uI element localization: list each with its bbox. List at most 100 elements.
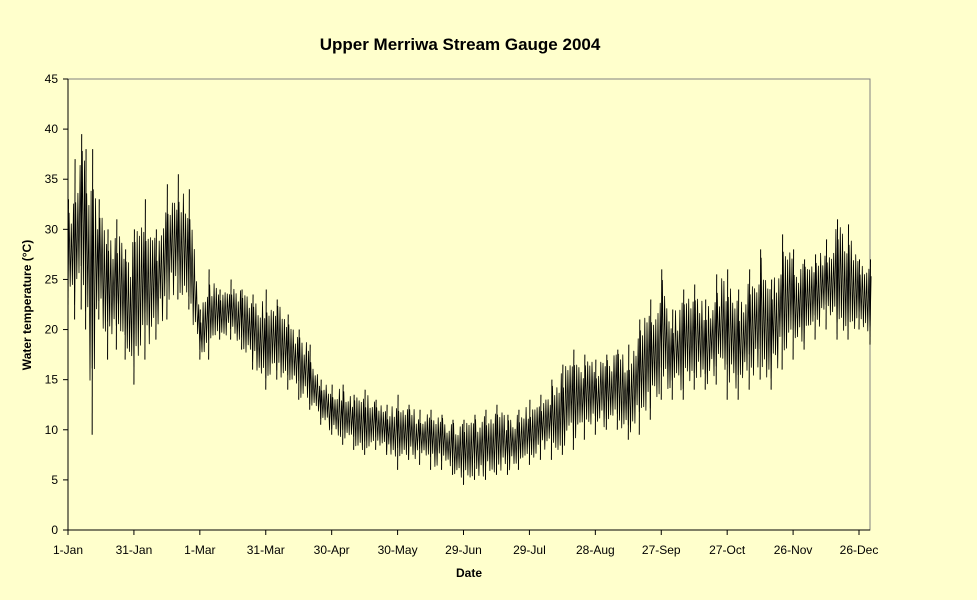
range-spike	[858, 259, 861, 330]
y-tick-label: 35	[45, 172, 59, 186]
range-spike	[353, 394, 355, 450]
range-spike	[80, 134, 83, 310]
range-spike	[320, 379, 322, 425]
x-tick-label: 31-Mar	[247, 543, 285, 557]
x-axis-ticks: 1-Jan 31-Jan 1-Mar 31-Mar 30-Apr 30-May 29-Jun…	[53, 530, 878, 557]
range-spike	[155, 229, 157, 340]
range-spike	[230, 279, 232, 340]
range-spike	[208, 269, 210, 360]
range-spike	[386, 404, 388, 455]
range-spike	[85, 149, 87, 330]
range-spike	[463, 419, 465, 485]
x-axis-label: Date	[456, 566, 482, 580]
series-line	[67, 150, 872, 478]
x-tick-label: 30-May	[378, 543, 418, 557]
range-spike	[616, 349, 619, 430]
range-spike	[430, 409, 432, 470]
range-spike	[298, 329, 300, 400]
range-spike	[98, 199, 100, 320]
range-spike	[241, 289, 243, 350]
range-spike	[419, 409, 421, 465]
series-layer	[67, 134, 872, 485]
chart-title: Upper Merriwa Stream Gauge 2004	[320, 35, 601, 54]
range-spike	[517, 409, 520, 470]
y-tick-label: 30	[45, 222, 59, 236]
range-spike	[188, 189, 190, 310]
range-spike	[660, 269, 663, 400]
range-spike	[847, 224, 850, 340]
y-tick-label: 45	[45, 72, 59, 86]
range-spike	[594, 359, 597, 435]
y-tick-label: 0	[51, 523, 58, 537]
range-spike	[133, 229, 135, 385]
range-spike	[682, 289, 685, 400]
y-axis-ticks: 0 5 10 15 20 25 30 35 40 45	[45, 72, 68, 537]
range-spike	[166, 184, 168, 320]
range-spike	[803, 259, 806, 350]
y-tick-label: 5	[51, 473, 58, 487]
range-spike	[638, 319, 641, 435]
range-spike	[539, 394, 542, 460]
range-spike	[375, 399, 377, 450]
range-spike	[219, 289, 221, 340]
range-spike	[397, 394, 399, 470]
range-spike	[107, 229, 109, 360]
range-spike	[252, 294, 254, 370]
y-tick-label: 20	[45, 323, 59, 337]
range-spike	[836, 219, 839, 340]
x-tick-label: 26-Dec	[840, 543, 879, 557]
range-spike	[484, 409, 487, 480]
range-spike	[649, 299, 652, 420]
x-tick-label: 28-Aug	[576, 543, 615, 557]
range-spike	[506, 414, 509, 475]
range-spike	[671, 309, 674, 400]
range-spike	[770, 279, 773, 390]
range-spike	[627, 344, 630, 440]
range-spike	[309, 344, 311, 410]
range-spike	[561, 364, 564, 455]
range-spike	[473, 414, 476, 480]
range-spike	[124, 249, 127, 360]
range-spike	[364, 389, 366, 455]
range-spike	[572, 349, 575, 450]
y-axis-label: Water temperature (°C)	[20, 240, 34, 370]
range-spike	[605, 354, 608, 430]
x-tick-label: 27-Oct	[709, 543, 746, 557]
range-spike	[331, 384, 333, 435]
range-spike	[115, 219, 118, 350]
range-spike	[759, 249, 762, 380]
range-spike	[74, 159, 76, 320]
range-spike	[276, 299, 278, 380]
range-spike	[199, 309, 201, 360]
range-spike	[781, 234, 784, 370]
x-tick-label: 27-Sep	[642, 543, 681, 557]
range-spike	[495, 404, 498, 475]
range-spike	[814, 254, 817, 340]
range-spike	[737, 289, 740, 400]
x-tick-label: 29-Jun	[445, 543, 482, 557]
y-tick-label: 10	[45, 423, 59, 437]
plot-area	[67, 78, 871, 531]
range-spike	[583, 354, 586, 440]
range-spike	[177, 174, 179, 300]
range-spike	[792, 249, 795, 360]
range-spike	[693, 284, 696, 390]
range-spike	[287, 314, 289, 390]
range-spike	[715, 274, 718, 385]
y-tick-label: 15	[45, 373, 59, 387]
x-tick-label: 26-Nov	[774, 543, 813, 557]
range-spike	[825, 239, 828, 330]
range-spike	[550, 379, 553, 460]
range-spike	[528, 399, 531, 465]
range-spike	[342, 384, 344, 445]
range-spike	[748, 269, 751, 390]
x-tick-label: 30-Apr	[314, 543, 350, 557]
range-spike	[408, 404, 410, 460]
range-spike	[265, 289, 267, 390]
x-tick-label: 29-Jul	[513, 543, 546, 557]
y-tick-label: 25	[45, 272, 59, 286]
x-tick-label: 1-Jan	[53, 543, 83, 557]
x-tick-label: 31-Jan	[116, 543, 153, 557]
range-spike	[91, 149, 94, 435]
